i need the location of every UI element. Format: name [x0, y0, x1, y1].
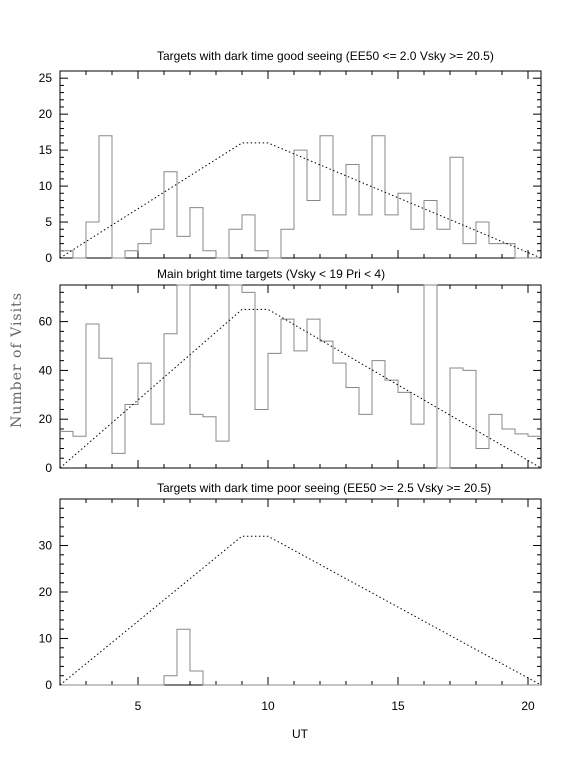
- y-tick-label: 10: [39, 179, 53, 193]
- y-tick-label: 20: [39, 412, 53, 426]
- histogram-series: [60, 628, 541, 686]
- panel-3-title: Targets with dark time poor seeing (EE50…: [157, 481, 491, 495]
- y-tick-label: 0: [45, 251, 52, 265]
- y-tick-label: 25: [39, 71, 53, 85]
- panel-3-frame: [59, 498, 542, 686]
- panel-1-title: Targets with dark time good seeing (EE50…: [157, 49, 494, 63]
- envelope-line: [59, 535, 542, 686]
- envelope-line: [59, 308, 542, 469]
- y-tick-label: 20: [39, 585, 53, 599]
- x-tick-label: 20: [521, 699, 535, 713]
- y-tick-label: 40: [39, 363, 53, 377]
- y-tick-label: 5: [45, 215, 52, 229]
- y-tick-label: 60: [39, 315, 53, 329]
- x-tick-label: 10: [261, 699, 275, 713]
- x-tick-label: 15: [391, 699, 405, 713]
- y-tick-label: 15: [39, 143, 53, 157]
- y-axis-label: Number of Visits: [9, 292, 25, 428]
- y-tick-label: 0: [45, 461, 52, 475]
- y-tick-label: 0: [45, 678, 52, 692]
- x-axis-label: UT: [292, 727, 309, 741]
- y-tick-label: 20: [39, 107, 53, 121]
- y-tick-label: 30: [39, 539, 53, 553]
- histogram-series: [60, 284, 541, 469]
- panel-1-frame: [59, 70, 542, 259]
- histogram-series: [60, 135, 541, 259]
- panel-2-frame: [59, 284, 542, 469]
- panel-2-title: Main bright time targets (Vsky < 19 Pri …: [157, 267, 385, 281]
- x-tick-label: 5: [135, 699, 142, 713]
- envelope-line: [59, 142, 542, 259]
- y-tick-label: 10: [39, 632, 53, 646]
